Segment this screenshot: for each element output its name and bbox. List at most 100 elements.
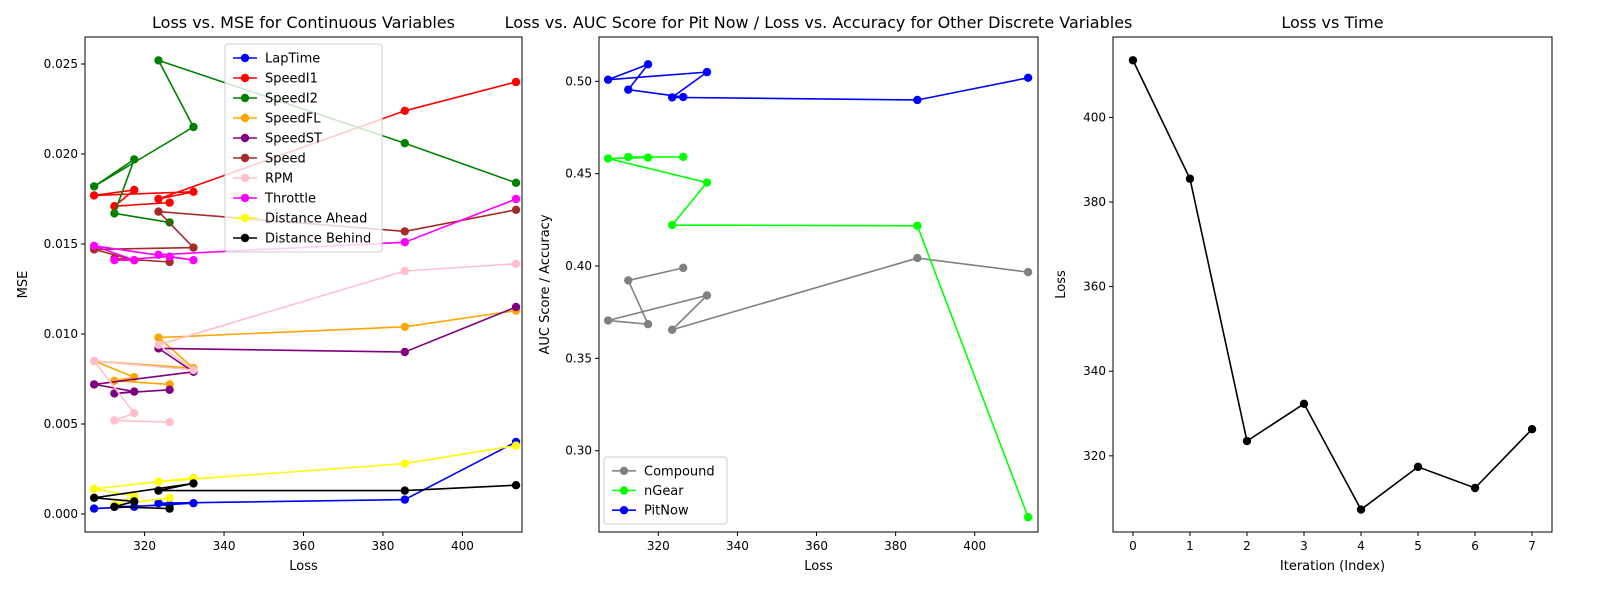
x-tick-label: 6 [1471, 539, 1479, 553]
data-point [89, 191, 99, 200]
chart-title: Loss vs. MSE for Continuous Variables [152, 13, 455, 32]
data-point [667, 93, 677, 102]
data-point [165, 504, 174, 513]
data-point [130, 409, 139, 418]
legend-entry-distance-ahead: Distance Ahead [233, 212, 367, 227]
legend-swatch-marker [619, 466, 629, 476]
series-distance-behind [89, 479, 521, 513]
x-tick-label: 7 [1528, 539, 1536, 553]
legend-entry-pitnow: PitNow [612, 504, 689, 519]
legend-swatch-marker [240, 233, 250, 243]
data-point [110, 416, 119, 425]
series-laptime [89, 437, 521, 513]
x-axis-label: Loss [289, 559, 318, 574]
data-point [189, 479, 198, 488]
data-point [400, 347, 410, 357]
data-point [679, 263, 688, 273]
data-point [154, 333, 163, 342]
legend-box [603, 456, 728, 525]
legend-swatch-marker [240, 193, 250, 203]
y-tick-label: 0.35 [565, 351, 592, 365]
legend-entry-compound: Compound [612, 464, 715, 479]
data-point [400, 322, 410, 331]
chart-panel-2: Loss vs. AUC Score for Pit Now / Loss vs… [505, 13, 1133, 574]
data-point [1023, 73, 1033, 83]
data-point [913, 253, 922, 263]
legend-label: SpeedFL [265, 112, 321, 127]
chart-title: Loss vs Time [1281, 13, 1383, 32]
data-point [154, 56, 163, 65]
data-point [154, 486, 163, 495]
y-tick-label: 0.010 [44, 327, 78, 341]
y-tick-label: 340 [1083, 364, 1106, 378]
legend-swatch-marker [240, 153, 250, 163]
x-tick-label: 1 [1186, 539, 1194, 553]
data-point [511, 481, 521, 490]
data-point [679, 92, 688, 102]
legend-entry-speed: Speed [233, 152, 306, 167]
data-point [165, 252, 174, 261]
legend-entry-rpm: RPM [233, 172, 293, 187]
data-point [400, 459, 410, 468]
data-point [511, 77, 521, 87]
data-point [130, 387, 139, 396]
legend-label: SpeedI1 [265, 72, 318, 87]
data-point [1023, 267, 1033, 277]
x-tick-label: 400 [963, 539, 986, 553]
y-tick-label: 0.30 [565, 444, 592, 458]
x-tick-label: 0 [1129, 539, 1137, 553]
data-point [154, 194, 163, 204]
data-point [89, 241, 99, 250]
data-point [89, 182, 99, 191]
data-point [400, 495, 410, 504]
data-point [400, 106, 410, 116]
x-tick-label: 2 [1243, 539, 1251, 553]
series-line [1132, 59, 1533, 511]
data-point [667, 220, 677, 230]
legend-label: LapTime [265, 52, 320, 67]
x-tick-label: 360 [292, 539, 315, 553]
data-point [189, 256, 198, 265]
y-tick-label: 320 [1083, 449, 1106, 463]
data-point [130, 185, 139, 195]
x-tick-label: 4 [1357, 539, 1365, 553]
data-point [400, 238, 410, 247]
y-tick-label: 400 [1083, 110, 1106, 124]
plot-frame [1112, 36, 1553, 533]
chart-panel-1: Loss vs. MSE for Continuous Variables 320… [16, 13, 523, 574]
x-tick-label: 5 [1414, 539, 1422, 553]
y-tick-label: 0.005 [44, 417, 78, 431]
legend-entry-laptime: LapTime [233, 52, 320, 67]
data-point [89, 493, 99, 502]
legend-entry-speedi2: SpeedI2 [233, 92, 318, 107]
legend-entry-speedi1: SpeedI1 [233, 72, 318, 87]
data-point [1128, 56, 1138, 65]
y-tick-label: 0.000 [44, 507, 78, 521]
data-point [189, 187, 198, 196]
data-point [1356, 505, 1366, 514]
legend-label: nGear [644, 484, 684, 499]
data-point [130, 497, 139, 506]
series-rpm [89, 259, 521, 427]
legend-label: RPM [265, 172, 293, 187]
data-point [511, 259, 521, 268]
y-tick-label: 360 [1083, 280, 1106, 294]
y-tick-label: 0.015 [44, 237, 78, 251]
legend-entry-speedst: SpeedST [233, 132, 322, 147]
y-tick-label: 0.025 [44, 57, 78, 71]
legend-swatch-marker [619, 486, 629, 495]
data-point [603, 316, 613, 325]
x-tick-label: 380 [372, 539, 395, 553]
chart-panel-3: Loss vs Time 0 1 2 3 4 5 6 7 320 340 360 380 400 Itera… [1054, 13, 1553, 574]
data-point [643, 153, 653, 162]
legend-label: PitNow [644, 504, 689, 519]
data-point [400, 139, 410, 148]
y-tick-label: 0.40 [565, 259, 592, 273]
legend-swatch-marker [240, 213, 250, 223]
legend-label: SpeedST [265, 132, 322, 147]
legend-entry-ngear: nGear [612, 484, 684, 499]
data-point [511, 205, 521, 214]
y-axis-label: Loss [1054, 270, 1069, 299]
data-point [1470, 483, 1480, 493]
legend-swatch-marker [240, 53, 250, 63]
